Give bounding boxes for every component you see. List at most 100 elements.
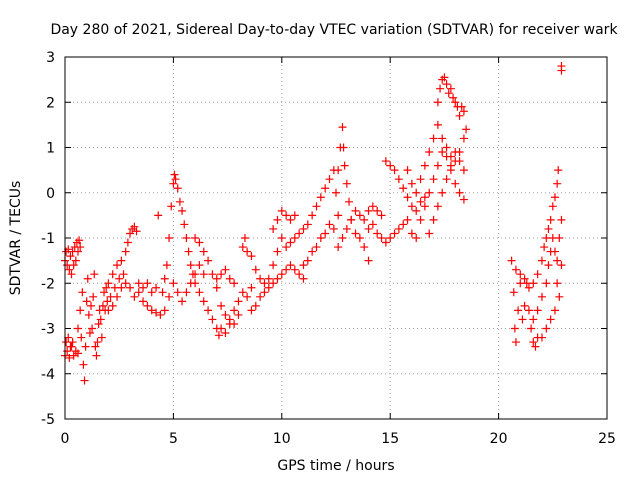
data-point	[147, 306, 156, 315]
x-tick-label: 25	[598, 431, 616, 447]
data-point	[438, 188, 447, 197]
data-point	[282, 243, 291, 252]
data-point	[230, 306, 239, 315]
data-point	[520, 301, 529, 310]
data-point	[173, 184, 182, 193]
y-tick-label: -3	[41, 322, 55, 338]
y-tick-label: 2	[46, 95, 55, 111]
data-point	[199, 247, 208, 256]
data-point	[139, 297, 148, 306]
data-point	[85, 329, 94, 338]
data-point	[76, 306, 85, 315]
data-point	[368, 220, 377, 229]
data-point	[169, 279, 178, 288]
data-point	[338, 234, 347, 242]
data-point	[93, 338, 102, 347]
data-point	[182, 234, 191, 242]
data-point	[273, 247, 282, 256]
data-point	[186, 261, 195, 270]
data-point	[251, 265, 260, 274]
data-point	[184, 247, 193, 256]
data-point	[102, 283, 111, 292]
data-point	[269, 261, 278, 270]
data-points	[61, 62, 566, 385]
data-point	[299, 274, 308, 283]
data-point	[399, 220, 408, 229]
data-point	[108, 301, 117, 310]
data-point	[339, 143, 348, 152]
data-point	[308, 211, 317, 220]
data-point	[191, 270, 200, 279]
data-point	[420, 193, 429, 202]
x-tick-label: 15	[381, 431, 399, 447]
y-tick-label: -2	[41, 276, 55, 292]
data-point	[97, 333, 106, 342]
data-point	[243, 292, 252, 301]
data-point	[152, 308, 161, 317]
data-point	[390, 166, 399, 175]
data-point	[514, 306, 523, 315]
data-point	[420, 202, 429, 211]
data-point	[180, 220, 189, 229]
data-point	[195, 238, 204, 247]
data-point	[92, 351, 101, 360]
data-point	[412, 234, 421, 242]
data-point	[290, 265, 299, 274]
data-point	[334, 243, 343, 252]
data-point	[64, 245, 73, 254]
data-point	[204, 306, 213, 315]
data-point	[299, 224, 308, 233]
data-point	[286, 215, 295, 224]
data-point	[360, 215, 369, 224]
data-point	[214, 331, 223, 340]
data-point	[173, 288, 182, 297]
data-point	[83, 274, 92, 283]
data-point	[386, 161, 395, 170]
data-point	[403, 215, 412, 224]
data-point	[550, 193, 559, 202]
data-point	[403, 193, 412, 202]
data-point	[156, 310, 165, 319]
data-point	[273, 215, 282, 224]
data-point	[550, 306, 559, 315]
data-point	[308, 247, 317, 256]
data-point	[509, 288, 518, 297]
data-point	[121, 247, 130, 256]
data-point	[546, 215, 555, 224]
data-point	[158, 288, 167, 297]
data-point	[134, 279, 143, 288]
data-point	[554, 166, 563, 175]
data-point	[74, 349, 83, 358]
data-point	[351, 229, 360, 238]
data-point	[143, 301, 152, 310]
data-point	[455, 111, 464, 120]
data-point	[553, 179, 562, 188]
data-point	[381, 238, 390, 247]
data-point	[342, 179, 351, 188]
data-point	[516, 270, 525, 279]
data-point	[143, 279, 152, 288]
data-point	[247, 283, 256, 292]
data-point	[416, 215, 425, 224]
data-point	[80, 376, 89, 385]
data-point	[425, 148, 434, 157]
data-point	[555, 234, 564, 242]
data-point	[89, 292, 98, 301]
data-point	[191, 234, 200, 242]
data-point	[429, 134, 438, 143]
data-point	[74, 247, 83, 256]
data-point	[529, 315, 538, 324]
data-point	[234, 297, 243, 306]
data-point	[299, 261, 308, 270]
data-point	[169, 179, 178, 188]
data-point	[403, 166, 412, 175]
data-point	[425, 188, 434, 197]
data-point	[78, 288, 87, 297]
data-point	[345, 197, 354, 206]
data-point	[555, 292, 564, 301]
data-point	[171, 175, 180, 184]
data-point	[90, 270, 99, 279]
data-point	[117, 256, 126, 265]
data-point	[553, 279, 562, 288]
data-point	[69, 261, 78, 270]
